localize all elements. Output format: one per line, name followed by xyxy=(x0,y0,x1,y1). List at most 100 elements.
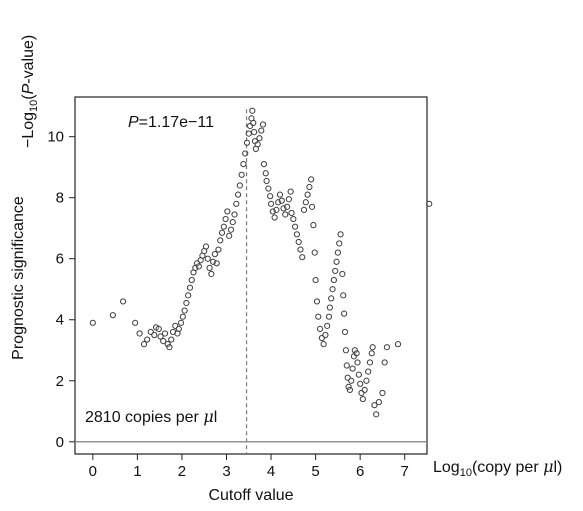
data-point xyxy=(394,341,402,348)
data-point xyxy=(315,313,322,320)
data-point xyxy=(164,341,171,348)
data-point xyxy=(373,411,380,418)
data-point xyxy=(371,402,378,409)
y-tick-label: 0 xyxy=(56,434,64,451)
data-point xyxy=(155,325,162,332)
data-point xyxy=(132,319,139,326)
data-point xyxy=(329,286,336,293)
data-point xyxy=(326,304,333,311)
data-point xyxy=(240,161,247,168)
data-point xyxy=(285,196,292,203)
data-point xyxy=(375,399,382,406)
data-point xyxy=(368,350,375,357)
data-point xyxy=(363,377,370,384)
data-point xyxy=(379,389,386,397)
data-point xyxy=(361,386,368,394)
data-point xyxy=(120,298,127,305)
y-tick-label: 6 xyxy=(56,251,64,268)
y-axis-unit-label: −Log10(P-value) xyxy=(20,35,40,148)
data-point xyxy=(313,298,321,305)
data-point xyxy=(288,209,295,217)
data-point xyxy=(300,206,308,213)
data-point xyxy=(213,260,220,267)
data-point xyxy=(227,226,235,233)
data-point xyxy=(136,330,143,337)
data-point xyxy=(208,270,215,278)
data-point xyxy=(290,215,297,223)
data-point xyxy=(304,191,311,198)
data-point xyxy=(287,188,294,195)
data-point xyxy=(267,200,275,207)
data-point xyxy=(383,344,390,351)
data-point xyxy=(310,222,317,229)
data-point xyxy=(229,219,236,226)
data-point xyxy=(349,365,356,372)
data-point xyxy=(355,371,362,378)
data-point xyxy=(324,322,331,329)
y-tick-label: 4 xyxy=(56,312,64,329)
x-tick-label: 1 xyxy=(133,463,141,480)
data-point xyxy=(276,191,284,198)
data-point xyxy=(263,177,270,185)
data-point xyxy=(206,264,213,271)
p-value-annotation: P=1.17e−11 xyxy=(128,114,214,131)
data-point xyxy=(250,119,257,127)
data-point xyxy=(316,325,324,332)
data-point xyxy=(348,377,355,384)
data-point xyxy=(283,203,291,210)
data-point xyxy=(322,331,329,339)
data-point xyxy=(339,270,346,278)
x-tick-label: 7 xyxy=(401,463,409,480)
data-point xyxy=(256,135,263,142)
data-point xyxy=(254,141,261,148)
chart-marks: 0 1 2 3 4 5 6 7 0 2 4 6 8 10 xyxy=(47,107,433,480)
data-point xyxy=(312,276,319,284)
data-point xyxy=(311,249,318,256)
data-point xyxy=(215,246,222,253)
data-point xyxy=(295,238,302,246)
data-point xyxy=(238,171,245,178)
data-point xyxy=(342,347,350,354)
data-point xyxy=(151,331,158,339)
data-point xyxy=(181,307,188,314)
x-tick-label: 6 xyxy=(356,463,364,480)
data-point xyxy=(282,211,289,218)
data-point xyxy=(195,263,202,270)
data-point xyxy=(351,347,358,354)
data-point xyxy=(365,368,372,375)
data-point xyxy=(211,251,219,258)
data-point xyxy=(341,328,349,336)
data-point xyxy=(293,231,300,238)
data-point xyxy=(265,185,272,192)
data-point xyxy=(306,183,313,191)
data-point xyxy=(224,208,231,215)
data-point xyxy=(297,246,304,253)
data-point xyxy=(251,128,258,136)
data-point xyxy=(217,237,224,244)
data-point xyxy=(260,161,268,168)
data-point xyxy=(258,127,265,134)
y-axis-title: Prognostic significance xyxy=(10,196,27,360)
data-point xyxy=(185,292,192,299)
data-point xyxy=(233,200,240,207)
data-point xyxy=(245,130,252,137)
data-point xyxy=(144,336,151,343)
x-axis-title: Cutoff value xyxy=(208,487,293,504)
data-point xyxy=(333,258,340,265)
data-point xyxy=(308,176,315,183)
data-point xyxy=(157,333,164,340)
data-point xyxy=(183,299,190,307)
data-point xyxy=(179,313,186,320)
data-point xyxy=(242,150,249,157)
data-point xyxy=(278,197,285,204)
x-tick-label: 5 xyxy=(311,463,319,480)
data-point xyxy=(341,310,348,317)
plot-frame xyxy=(74,96,428,455)
data-point xyxy=(236,182,243,189)
data-point xyxy=(302,199,309,206)
data-point xyxy=(218,229,226,236)
data-point xyxy=(243,139,251,146)
data-point xyxy=(320,341,327,348)
data-point xyxy=(226,232,233,239)
